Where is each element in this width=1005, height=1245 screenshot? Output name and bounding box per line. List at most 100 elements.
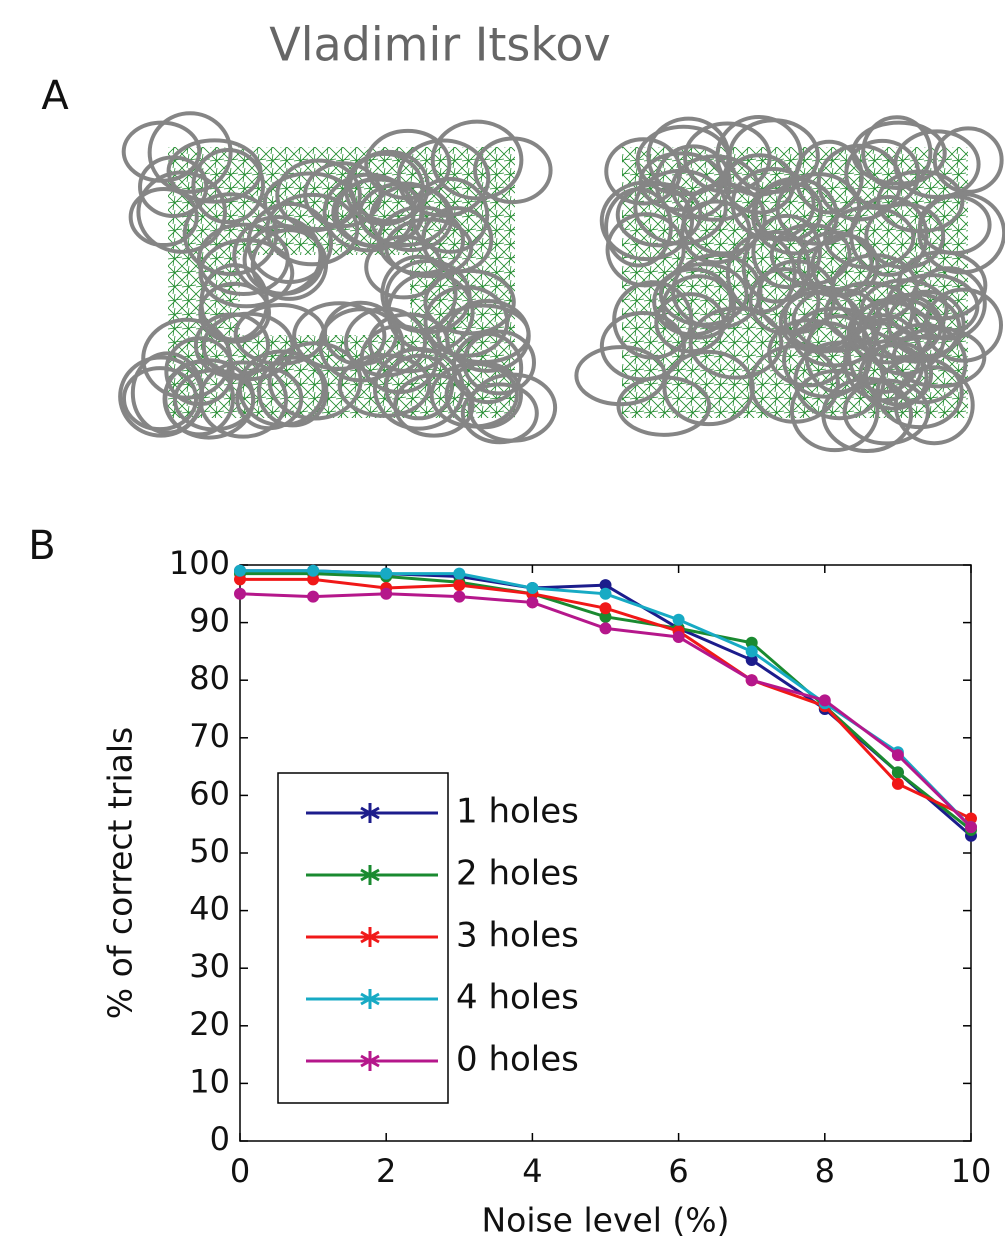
data-point: [745, 674, 758, 687]
place-field: [198, 281, 271, 344]
place-field: [423, 268, 516, 336]
data-point: [965, 821, 977, 834]
place-field: [893, 365, 975, 446]
place-field: [242, 223, 325, 296]
place-field: [348, 149, 431, 224]
legend-label: 3 holes: [456, 916, 579, 956]
x-tick-label: 10: [951, 1152, 992, 1190]
x-tick-label: 6: [668, 1152, 688, 1190]
place-field: [635, 124, 732, 197]
legend-marker: [360, 930, 380, 944]
place-field: [141, 317, 233, 400]
place-field: [292, 301, 387, 371]
place-field: [359, 324, 439, 395]
place-field: [683, 121, 772, 194]
legend-marker: [360, 992, 380, 1006]
data-point: [307, 564, 320, 577]
y-tick-label: 20: [189, 1005, 230, 1043]
x-tick-label: 2: [376, 1152, 396, 1190]
place-field: [460, 382, 539, 445]
place-field: [917, 191, 1005, 275]
data-point: [599, 610, 612, 623]
x-tick-label: 0: [230, 1152, 250, 1190]
place-field: [233, 302, 327, 366]
place-field: [846, 300, 933, 365]
data-point: [965, 812, 977, 825]
place-field: [844, 138, 921, 209]
data-point: [891, 777, 904, 790]
y-axis-label: % of correct trials: [101, 727, 140, 1019]
place-field: [654, 144, 732, 220]
legend-marker: [360, 806, 380, 820]
legend-label: 2 holes: [456, 854, 579, 894]
place-field: [343, 306, 427, 378]
data-point: [453, 579, 466, 592]
data-point: [599, 602, 612, 615]
place-field: [322, 172, 416, 253]
place-field: [884, 273, 980, 341]
place-field: [429, 361, 519, 429]
data-point: [599, 587, 612, 600]
place-field: [751, 213, 822, 290]
place-field: [430, 119, 524, 201]
legend: 1 holes 2 holes 3 holes 4 holes 0 holes: [277, 772, 579, 1104]
place-field: [804, 314, 873, 394]
place-field: [723, 153, 796, 215]
panel-label: A: [41, 73, 69, 119]
place-field: [198, 360, 289, 439]
y-tick-label: 90: [189, 602, 230, 640]
data-point: [307, 590, 320, 603]
x-tick-label: 8: [815, 1152, 835, 1190]
data-point: [599, 579, 612, 592]
data-point: [234, 573, 246, 586]
place-field: [730, 166, 816, 241]
place-field: [193, 312, 271, 379]
place-field: [574, 345, 667, 407]
x-tick-label: 4: [522, 1152, 542, 1190]
y-tick-label: 80: [189, 659, 230, 697]
legend-label: 1 holes: [456, 792, 579, 832]
place-field: [250, 228, 329, 301]
place-field: [599, 311, 686, 382]
data-point: [526, 582, 539, 595]
panel-a-images: [118, 111, 1005, 454]
data-point: [307, 573, 320, 586]
place-field: [823, 205, 916, 270]
place-field: [147, 111, 233, 194]
data-point: [453, 590, 466, 603]
legend-marker: [360, 868, 380, 882]
data-point: [234, 564, 246, 577]
place-field: [462, 329, 536, 396]
legend-marker: [360, 1054, 380, 1068]
place-field: [396, 138, 491, 218]
place-field: [932, 126, 1004, 194]
legend-label: 0 holes: [456, 1040, 579, 1080]
place-field: [671, 252, 763, 330]
data-point: [891, 749, 904, 762]
place-field: [191, 147, 265, 225]
place-field: [861, 115, 933, 191]
y-tick-label: 50: [189, 832, 230, 870]
place-field: [473, 136, 553, 205]
y-tick-label: 30: [189, 947, 230, 985]
place-field: [775, 172, 862, 246]
data-point: [672, 631, 685, 643]
y-tick-label: 100: [169, 544, 230, 582]
x-axis-label: Noise level (%): [481, 1201, 729, 1240]
data-point: [526, 596, 539, 609]
data-point: [745, 654, 758, 667]
data-point: [453, 567, 466, 580]
data-point: [891, 766, 904, 779]
place-field: [128, 187, 199, 248]
place-field: [891, 326, 987, 389]
place-field: [615, 182, 703, 248]
place-field: [275, 158, 362, 232]
data-point: [672, 613, 685, 626]
place-field: [235, 367, 304, 431]
place-field: [652, 267, 734, 337]
place-field: [864, 202, 946, 270]
data-point: [818, 694, 831, 707]
place-field: [198, 238, 295, 309]
data-point: [745, 636, 758, 649]
